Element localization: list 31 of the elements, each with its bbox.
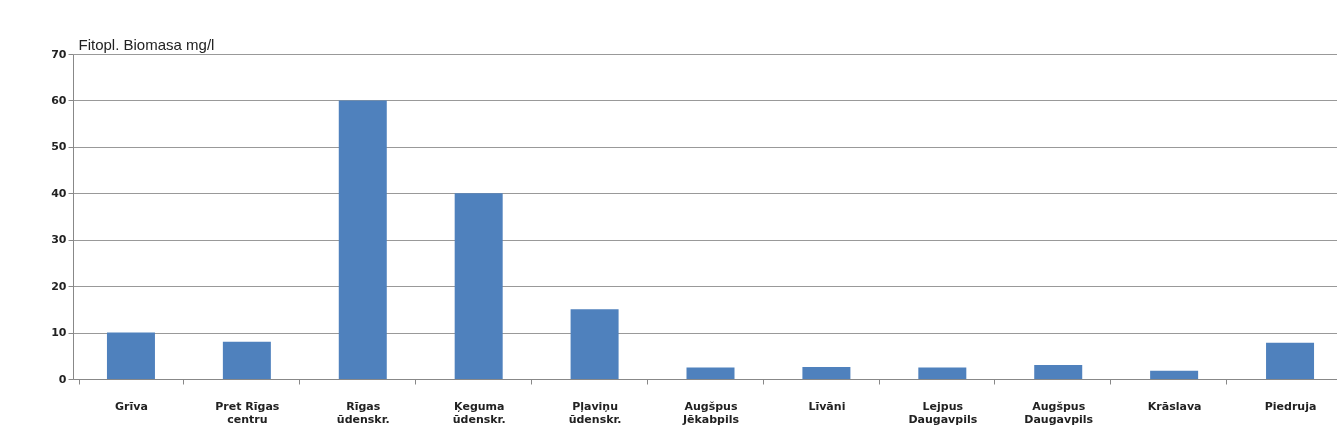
bar bbox=[1034, 365, 1083, 379]
bar bbox=[918, 367, 967, 379]
bar bbox=[570, 309, 619, 379]
bar bbox=[338, 100, 387, 379]
y-tick-label: 60 bbox=[51, 93, 67, 107]
y-tick-label: 10 bbox=[51, 326, 67, 340]
x-tick-label: Augšpus Daugavpils bbox=[1024, 399, 1094, 426]
bar bbox=[222, 341, 271, 379]
bar bbox=[802, 366, 851, 379]
bar bbox=[686, 367, 735, 379]
x-tick-label: Rīgas ūdenskr. bbox=[336, 399, 390, 426]
y-tick-label: 40 bbox=[51, 186, 67, 200]
y-tick-label: 0 bbox=[58, 372, 67, 386]
bar bbox=[1266, 342, 1315, 379]
y-tick-label: 20 bbox=[51, 279, 67, 293]
y-tick-label: 70 bbox=[51, 47, 67, 61]
x-tick-label: Grīva bbox=[115, 399, 148, 413]
x-tick-label: Lejpus Daugavpils bbox=[908, 399, 978, 426]
bar bbox=[106, 332, 155, 379]
bar bbox=[454, 193, 503, 379]
x-tick-label: Līvāni bbox=[808, 399, 846, 413]
x-tick-label: Augšpus Jēkabpils bbox=[681, 399, 740, 426]
x-tick-label: Pret Rīgas centru bbox=[215, 399, 280, 426]
x-tick-label: Ķeguma ūdenskr. bbox=[452, 399, 506, 426]
bar bbox=[1150, 370, 1199, 379]
x-tick-label: Pļaviņu ūdenskr. bbox=[568, 399, 622, 426]
y-axis-title: Fitopl. Biomasa mg/l bbox=[78, 35, 215, 53]
y-tick-label: 30 bbox=[51, 233, 67, 247]
y-tick-label: 50 bbox=[51, 140, 67, 154]
x-tick-label: Krāslava bbox=[1147, 399, 1202, 413]
x-tick-label: Piedruja bbox=[1264, 399, 1317, 413]
